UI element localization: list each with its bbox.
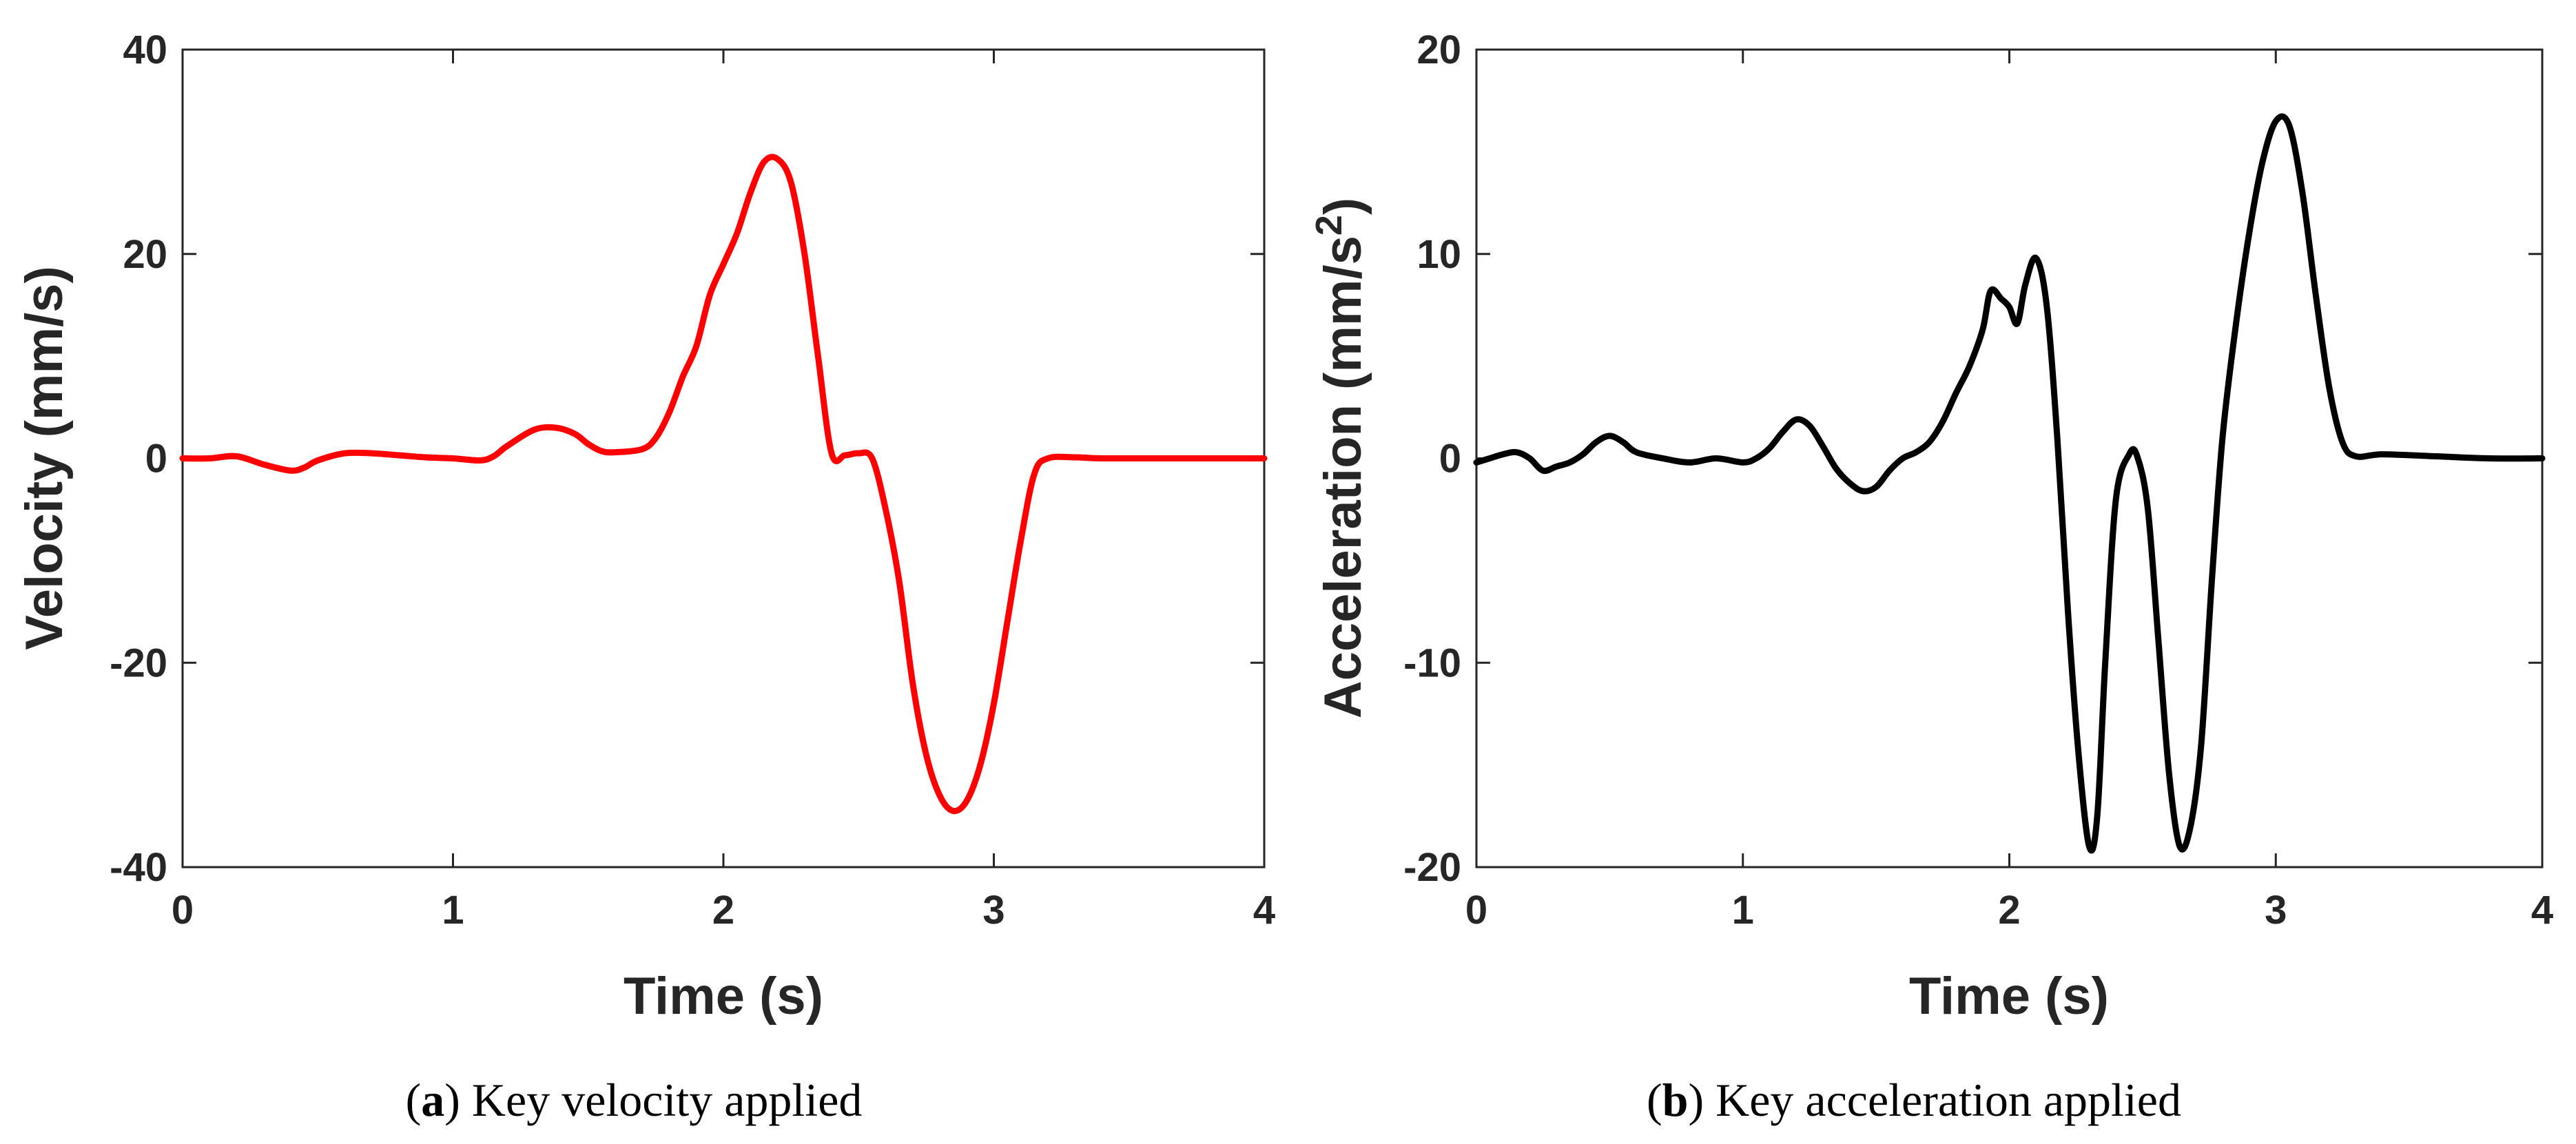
velocity-caption-open-paren: ( <box>406 1074 422 1126</box>
acceleration-y-tick-label: -20 <box>1403 845 1461 890</box>
acceleration-caption: (b) Key acceleration applied <box>1647 1074 2181 1126</box>
acceleration-y-tick-label: 0 <box>1439 437 1461 481</box>
velocity-caption-letter: a <box>421 1074 444 1126</box>
velocity-y-axis-label: Velocity (mm/s) <box>15 266 74 650</box>
velocity-x-tick-label: 1 <box>442 888 464 933</box>
acceleration-y-axis-label-main: Acceleration (mm/s <box>1314 236 1372 718</box>
acceleration-x-tick-label: 0 <box>1465 888 1487 933</box>
velocity-caption: (a) Key velocity applied <box>406 1074 863 1126</box>
velocity-caption-text: Key velocity applied <box>472 1074 862 1126</box>
acceleration-caption-open-paren: ( <box>1647 1074 1662 1126</box>
acceleration-plot-area <box>1475 48 2544 869</box>
velocity-series-line <box>179 154 1268 815</box>
acceleration-x-axis-label: Time (s) <box>1909 967 2109 1026</box>
velocity-caption-close-paren: ) <box>444 1074 472 1126</box>
velocity-y-tick-label: 20 <box>123 232 167 277</box>
acceleration-series-line <box>1473 113 2546 854</box>
acceleration-x-tick-label: 4 <box>2531 888 2553 933</box>
velocity-y-tick-label: 0 <box>145 437 167 481</box>
acceleration-caption-letter: b <box>1662 1074 1689 1126</box>
acceleration-y-axis-label-end: ) <box>1314 198 1372 215</box>
acceleration-ticks: 0 1 2 3 4 -20 -10 0 10 20 <box>1403 28 2553 933</box>
velocity-y-tick-label: 40 <box>123 28 167 72</box>
acceleration-y-axis-label: Acceleration (mm/s2) <box>1308 198 1372 719</box>
acceleration-y-tick-label: 20 <box>1416 28 1461 72</box>
velocity-x-tick-label: 2 <box>712 888 734 933</box>
acceleration-x-tick-label: 2 <box>1998 888 2020 933</box>
velocity-y-tick-label: -40 <box>110 845 167 890</box>
velocity-y-tick-label: -20 <box>110 641 167 685</box>
velocity-x-tick-label: 4 <box>1253 888 1275 933</box>
acceleration-caption-text: Key acceleration applied <box>1715 1074 2181 1126</box>
acceleration-y-tick-label: -10 <box>1403 641 1461 685</box>
velocity-x-axis-label: Time (s) <box>624 967 823 1026</box>
acceleration-x-tick-label: 1 <box>1732 888 1754 933</box>
velocity-ticks: 0 1 2 3 4 -40 -20 0 20 40 <box>110 28 1275 933</box>
acceleration-y-tick-label: 10 <box>1416 232 1461 277</box>
acceleration-y-axis-label-sup: 2 <box>1308 215 1350 236</box>
velocity-x-tick-label: 0 <box>172 888 194 933</box>
acceleration-chart: 0 1 2 3 4 -20 -10 0 10 20 Time (s) Acceleration (… <box>1308 28 2553 1026</box>
velocity-chart: 0 1 2 3 4 -40 -20 0 20 40 Time (s) Velocity (mm/s… <box>15 28 1275 1026</box>
acceleration-x-tick-label: 3 <box>2265 888 2287 933</box>
velocity-x-tick-label: 3 <box>982 888 1004 933</box>
acceleration-caption-close-paren: ) <box>1688 1074 1715 1126</box>
